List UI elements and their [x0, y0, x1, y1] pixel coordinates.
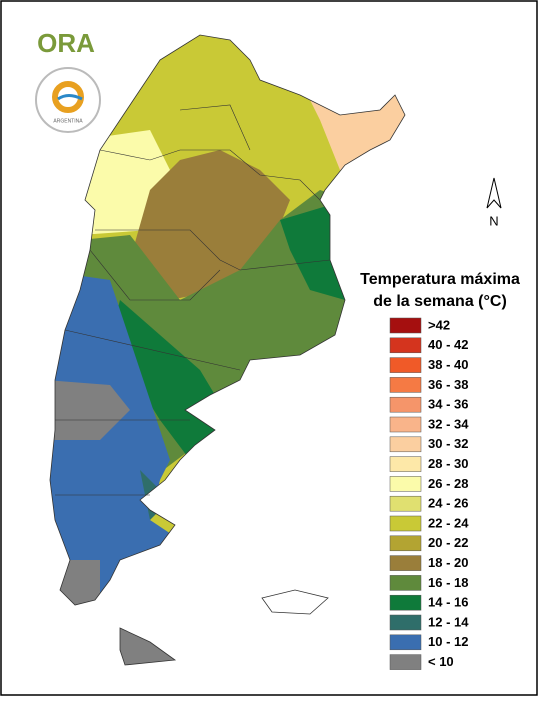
legend-swatch — [389, 575, 422, 591]
legend-swatch — [389, 594, 422, 611]
legend-swatch — [389, 654, 422, 670]
legend-title: Temperatura máxima — [360, 271, 520, 288]
legend-label: 12 - 14 — [428, 614, 469, 629]
legend-label: 16 - 18 — [428, 575, 468, 590]
legend-swatch — [389, 396, 422, 413]
legend-label: 24 - 26 — [428, 496, 468, 511]
legend-label: < 10 — [428, 654, 454, 669]
legend-swatch — [389, 377, 422, 393]
legend-swatch — [389, 634, 422, 651]
legend-swatch — [389, 495, 422, 512]
legend-swatch — [389, 535, 422, 552]
legend-label: 26 - 28 — [428, 476, 468, 491]
legend-label: 38 - 40 — [428, 357, 468, 372]
logo-seal-text: ARGENTINA — [53, 118, 83, 124]
legend-label: 32 - 34 — [428, 416, 469, 431]
islands — [261, 589, 329, 615]
logo-wave — [57, 94, 83, 101]
legend-label: 30 - 32 — [428, 436, 468, 451]
legend-label: 36 - 38 — [428, 377, 468, 392]
north-arrow — [486, 177, 502, 209]
legend-label: 22 - 24 — [428, 515, 469, 530]
legend-label: 34 - 36 — [428, 397, 468, 412]
legend-label: 10 - 12 — [428, 634, 468, 649]
legend-label: 28 - 30 — [428, 456, 468, 471]
province-borders — [55, 104, 331, 496]
legend-swatch — [389, 357, 422, 373]
legend-swatch — [389, 436, 422, 453]
legend-label: 20 - 22 — [428, 535, 468, 550]
legend-label: >42 — [428, 317, 450, 332]
legend-swatch — [389, 614, 422, 631]
legend-swatch — [389, 337, 422, 354]
legend-swatch — [389, 317, 422, 334]
legend-swatch — [389, 416, 422, 433]
country-outline — [49, 34, 406, 606]
legend-swatch — [389, 456, 422, 472]
legend-swatch — [389, 555, 422, 571]
tierra-del-fuego — [119, 627, 177, 666]
logo-seal — [35, 67, 101, 133]
legend-label: 14 - 16 — [428, 595, 468, 610]
legend-label: 18 - 20 — [428, 555, 468, 570]
legend-swatch — [389, 476, 422, 492]
logo-text: ORA — [37, 28, 95, 58]
north-label: N — [489, 213, 498, 228]
legend-title: de la semana (°C) — [373, 293, 507, 310]
legend-label: 40 - 42 — [428, 337, 468, 352]
legend-swatch — [389, 515, 422, 532]
